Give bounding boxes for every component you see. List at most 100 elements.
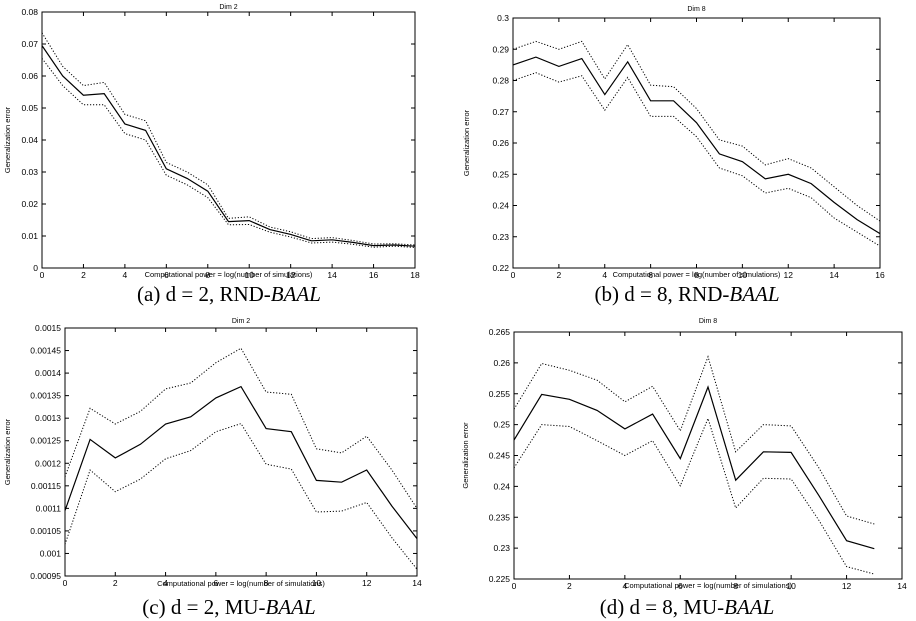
caption-a-italic: BAAL (270, 282, 321, 306)
y-tick-label-a: 0.06 (21, 71, 38, 81)
x-tick-label-c: 14 (412, 578, 422, 588)
y-tick-label-d: 0.25 (493, 420, 510, 430)
x-axis-label-c: Computational power = log(number of simu… (157, 579, 325, 588)
x-tick-label-a: 2 (81, 270, 86, 280)
mean-line-a (41, 45, 416, 247)
caption-d-italic: BAAL (724, 595, 775, 619)
y-tick-label-a: 0.04 (21, 135, 38, 145)
x-tick-label-c: 4 (163, 578, 168, 588)
y-tick-label-c: 0.0013 (35, 413, 61, 423)
x-tick-label-a: 0 (40, 270, 45, 280)
y-tick-label-c: 0.0015 (35, 323, 61, 333)
y-axis-label-b: Generalization error (462, 109, 471, 176)
x-tick-label-b: 0 (511, 270, 516, 280)
y-tick-label-a: 0.05 (21, 103, 38, 113)
chart-title-c: Dim 2 (232, 318, 250, 325)
caption-b-prefix: (b) d = 8, RND- (594, 282, 730, 306)
y-tick-label-b: 0.23 (492, 232, 509, 242)
x-tick-label-d: 10 (786, 581, 796, 591)
x-tick-label-d: 2 (567, 581, 572, 591)
x-tick-label-a: 12 (286, 270, 296, 280)
chart-title-d: Dim 8 (699, 318, 717, 325)
x-tick-label-b: 10 (738, 270, 748, 280)
y-tick-label-b: 0.28 (492, 76, 509, 86)
y-tick-label-c: 0.00115 (31, 481, 61, 491)
caption-c-prefix: (c) d = 2, MU- (142, 595, 266, 619)
y-tick-label-c: 0.00145 (30, 346, 61, 356)
x-tick-label-b: 2 (557, 270, 562, 280)
y-tick-label-b: 0.27 (492, 107, 509, 117)
chart-title-a: Dim 2 (219, 4, 237, 11)
caption-d-prefix: (d) d = 8, MU- (599, 595, 725, 619)
x-tick-label-c: 2 (113, 578, 118, 588)
y-tick-label-d: 0.23 (493, 543, 510, 553)
y-tick-label-a: 0.02 (21, 199, 38, 209)
x-tick-label-d: 8 (733, 581, 738, 591)
y-tick-label-d: 0.225 (489, 574, 511, 584)
bound-line-2-b (512, 72, 881, 247)
panel-d: Dim 8 0 2 4 6 8 10 12 14 0.225 0.23 0.235 0.24 0.245 0… (458, 310, 916, 620)
x-tick-label-b: 14 (829, 270, 839, 280)
plot-frame-c (64, 327, 418, 577)
caption-a-prefix: (a) d = 2, RND- (137, 282, 271, 306)
x-tick-label-b: 12 (784, 270, 794, 280)
x-tick-label-c: 0 (63, 578, 68, 588)
y-tick-label-c: 0.0014 (35, 368, 61, 378)
chart-b: Dim 8 0 2 4 6 8 10 12 14 16 0.22 0.23 0.24 0.25 0.26 0.… (462, 6, 885, 280)
caption-d: (d) d = 8, MU-BAAL (458, 596, 916, 618)
x-tick-label-c: 12 (362, 578, 372, 588)
x-tick-label-b: 8 (694, 270, 699, 280)
mean-line-c (64, 385, 418, 539)
panel-c: Dim 2 0 2 4 6 8 10 12 14 0.00095 0.001 0.00105 0.001… (0, 310, 458, 620)
plot-frame-b (512, 17, 881, 269)
y-tick-label-c: 0.0011 (36, 503, 62, 513)
chart-title-b: Dim 8 (687, 6, 705, 13)
y-tick-label-c: 0.001 (40, 548, 62, 558)
y-tick-label-c: 0.00105 (30, 526, 61, 536)
y-axis-label-c: Generalization error (3, 418, 12, 485)
y-tick-label-d: 0.26 (493, 358, 510, 368)
y-tick-label-b: 0.22 (492, 263, 509, 273)
x-axis-label-a: Computational power = log(number of simu… (145, 270, 313, 279)
panel-b: Dim 8 0 2 4 6 8 10 12 14 16 0.22 0.23 0.24 0.25 0.26 0.… (458, 0, 916, 310)
y-tick-label-b: 0.26 (492, 138, 509, 148)
bound-line-2-d (513, 417, 875, 575)
y-tick-label-a: 0.03 (21, 167, 38, 177)
bound-line-2-a (41, 58, 416, 248)
x-axis-label-b: Computational power = log(number of simu… (613, 270, 781, 279)
x-tick-label-a: 14 (327, 270, 337, 280)
panel-a: Dim 2 0 2 4 6 8 10 12 14 16 18 0 0.01 0.02 0.03 0.04 0.0… (0, 0, 458, 310)
y-tick-label-d: 0.245 (489, 451, 511, 461)
plot-frame-d (513, 331, 903, 580)
x-tick-label-c: 6 (213, 578, 218, 588)
y-tick-label-b: 0.3 (497, 13, 509, 23)
y-tick-label-d: 0.24 (493, 481, 510, 491)
x-tick-label-a: 16 (369, 270, 379, 280)
x-tick-label-a: 8 (205, 270, 210, 280)
x-tick-label-d: 14 (897, 581, 907, 591)
x-tick-label-d: 0 (512, 581, 517, 591)
x-axis-label-d: Computational power = log(number of simu… (624, 581, 792, 590)
y-tick-label-b: 0.29 (492, 44, 509, 54)
x-tick-label-d: 12 (842, 581, 852, 591)
x-tick-label-a: 6 (164, 270, 169, 280)
x-tick-label-a: 4 (123, 270, 128, 280)
x-tick-label-b: 16 (875, 270, 885, 280)
y-tick-label-a: 0.07 (21, 39, 38, 49)
x-tick-label-c: 10 (312, 578, 322, 588)
x-tick-label-d: 4 (622, 581, 627, 591)
bound-line-1-a (41, 32, 416, 246)
y-axis-label-d: Generalization error (461, 422, 470, 489)
x-tick-label-b: 6 (648, 270, 653, 280)
y-tick-label-d: 0.265 (489, 327, 511, 337)
x-tick-label-c: 8 (264, 578, 269, 588)
y-tick-label-b: 0.24 (492, 201, 509, 211)
chart-d: Dim 8 0 2 4 6 8 10 12 14 0.225 0.23 0.235 0.24 0.245 0… (461, 318, 907, 591)
bound-line-1-c (64, 347, 418, 509)
x-tick-label-a: 10 (244, 270, 254, 280)
x-tick-label-a: 18 (410, 270, 420, 280)
bound-line-2-c (64, 423, 418, 570)
y-tick-label-c: 0.00135 (30, 391, 61, 401)
bound-line-1-d (513, 355, 875, 525)
y-axis-label-a: Generalization error (3, 106, 12, 173)
